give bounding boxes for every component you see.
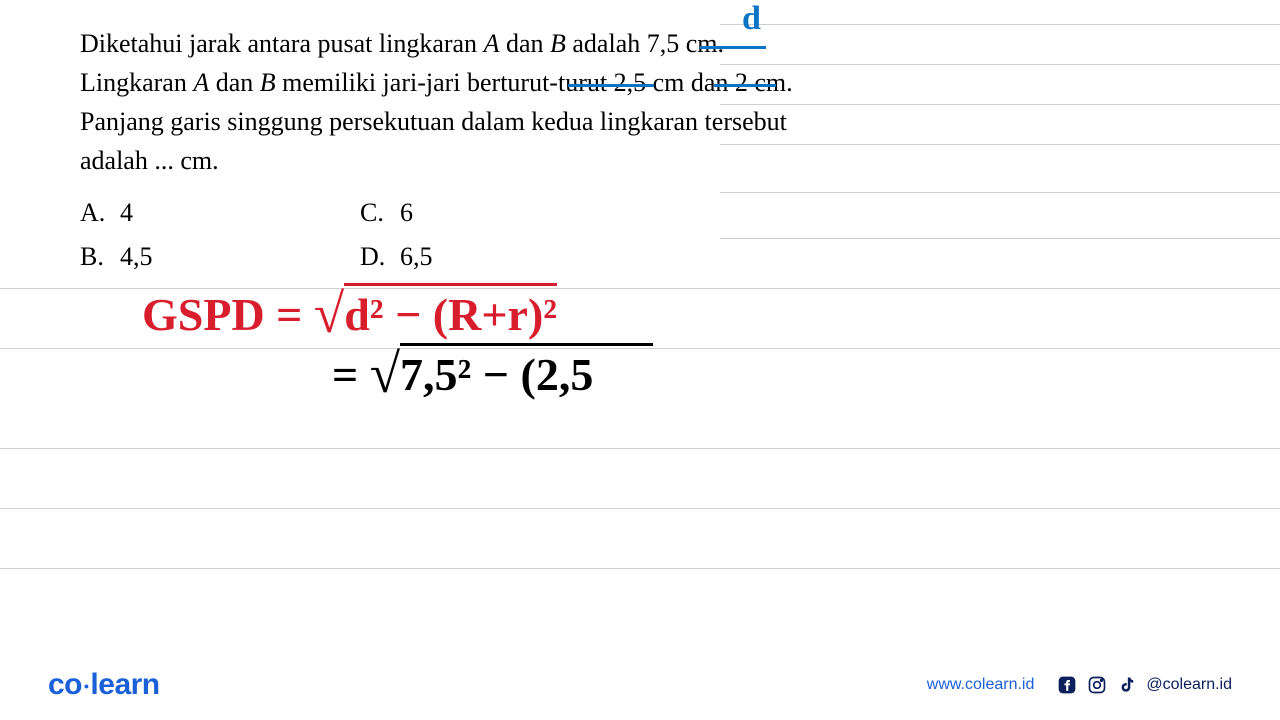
formula-radicand: 7,5² − (2,5	[400, 343, 653, 401]
annotation-underline	[714, 84, 776, 87]
question-part: Lingkaran	[80, 68, 193, 97]
facebook-icon	[1056, 674, 1078, 696]
ruled-line	[0, 448, 1280, 449]
content-area: Diketahui jarak antara pusat lingkaran A…	[0, 0, 1280, 272]
ruled-line	[0, 568, 1280, 569]
question-part: Diketahui jarak antara pusat lingkaran	[80, 29, 484, 58]
question-part: adalah ... cm.	[80, 146, 219, 175]
logo-co: co	[48, 668, 82, 701]
website-url: www.colearn.id	[927, 676, 1035, 694]
radical-icon: √	[370, 342, 400, 405]
social-handle: @colearn.id	[1146, 676, 1232, 694]
option-value: 6	[400, 198, 413, 228]
formula-lhs: GSPD =	[142, 289, 314, 340]
var-b: B	[550, 29, 566, 58]
footer-right: www.colearn.id @colearn.id	[927, 674, 1232, 696]
option-value: 4,5	[120, 242, 153, 272]
option-a: A. 4	[80, 198, 360, 228]
var-a: A	[193, 68, 209, 97]
annotation-d: d	[742, 0, 761, 38]
question-part: dan	[209, 68, 260, 97]
question-part: Panjang garis singgung persekutuan dalam…	[80, 107, 787, 136]
option-value: 4	[120, 198, 133, 228]
option-label: C.	[360, 198, 388, 228]
option-c: C. 6	[360, 198, 640, 228]
question-text: Diketahui jarak antara pusat lingkaran A…	[80, 24, 900, 180]
logo-learn: learn	[90, 668, 159, 701]
var-a: A	[484, 29, 500, 58]
option-b: B. 4,5	[80, 242, 360, 272]
question-part: adalah 7,5 cm.	[566, 29, 724, 58]
formula-radicand: d² − (R+r)²	[344, 283, 557, 341]
option-d: D. 6,5	[360, 242, 640, 272]
annotation-underline	[568, 84, 654, 87]
var-b: B	[260, 68, 276, 97]
logo-dot-icon: •	[84, 678, 88, 694]
question-part: dan	[499, 29, 550, 58]
ruled-line	[0, 508, 1280, 509]
social-icons: @colearn.id	[1056, 674, 1232, 696]
annotation-underline	[700, 46, 766, 49]
formula-black: = √ 7,5² − (2,5	[332, 342, 653, 405]
instagram-icon	[1086, 674, 1108, 696]
options-grid: A. 4 C. 6 B. 4,5 D. 6,5	[80, 198, 1200, 272]
question-part: memiliki jari-jari berturut-turut 2,5 cm…	[276, 68, 793, 97]
tiktok-icon	[1116, 674, 1138, 696]
radical-icon: √	[314, 282, 344, 345]
option-label: D.	[360, 242, 388, 272]
option-label: B.	[80, 242, 108, 272]
formula-lhs: =	[332, 349, 370, 400]
formula-red: GSPD = √ d² − (R+r)²	[142, 282, 557, 345]
option-label: A.	[80, 198, 108, 228]
logo: co•learn	[48, 668, 160, 702]
footer: co•learn www.colearn.id @colearn.id	[0, 668, 1280, 702]
option-value: 6,5	[400, 242, 433, 272]
